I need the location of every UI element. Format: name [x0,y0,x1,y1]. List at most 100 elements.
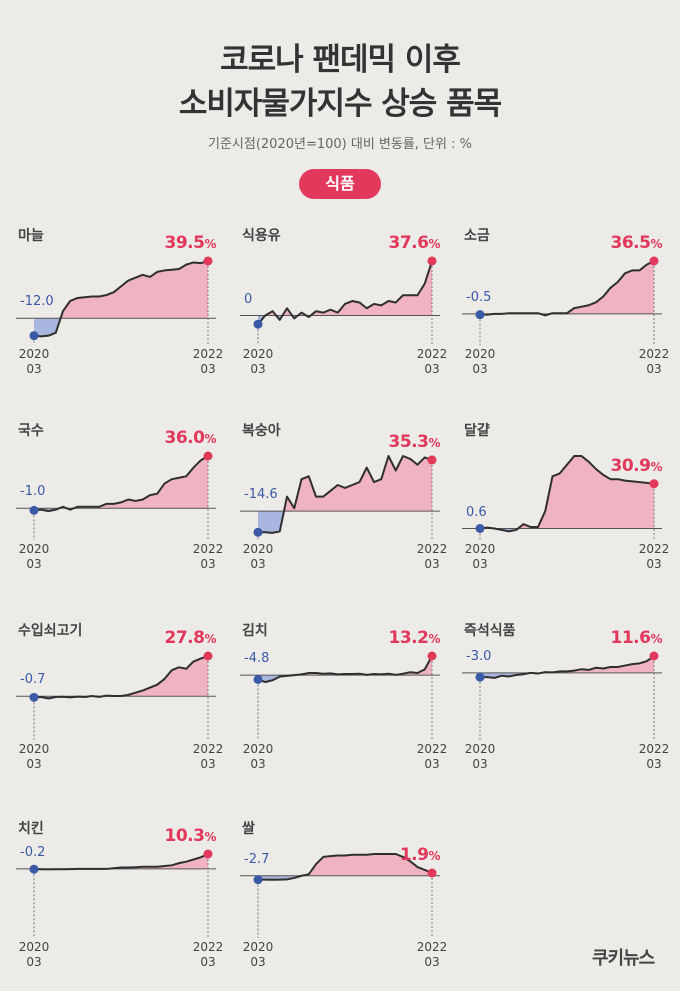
positive-area [541,656,654,673]
end-value-label: 37.6% [388,233,441,253]
start-value-label: -1.0 [20,484,46,500]
item-name: 국수 [18,423,44,439]
series-line [257,260,433,325]
positive-area [258,854,432,876]
end-date-label: 2022 03 [192,347,224,376]
end-date-label: 2022 03 [638,542,670,571]
end-value-number: 10.3 [164,826,205,846]
positive-area [34,854,208,869]
start-date-label: 2020 03 [18,742,50,771]
start-date-label: 2020 03 [242,940,274,969]
start-date-label: 2020 03 [464,542,496,571]
start-value-label: -3.0 [466,648,492,664]
series-line [258,455,433,534]
end-date-label: 2022 03 [192,940,224,969]
end-value-number: 37.6 [388,233,429,253]
end-value-label: 11.6% [610,628,663,648]
chart-panel: 치킨 10.3% -0.2 2020 03 2022 03 [16,818,226,983]
end-point [203,849,213,859]
end-value-number: 39.5 [164,233,205,253]
item-name: 즉석식품 [464,623,516,639]
chart-svg [16,651,216,740]
start-date-label: 2020 03 [18,940,50,969]
end-value-unit: % [650,459,662,474]
item-name: 복숭아 [242,423,281,439]
start-date-label: 2020 03 [18,542,50,571]
end-value-unit: % [650,632,662,646]
subtitle: 기준시점(2020년=100) 대비 변동률, 단위 : % [208,137,472,152]
start-point [253,674,263,684]
end-value-label: 13.2% [388,628,441,648]
series-line [479,455,655,533]
chart-panel: 국수 36.0% -1.0 2020 03 2022 03 [16,420,226,585]
end-value-unit: % [204,432,216,446]
end-value-number: 11.6 [610,628,651,648]
end-point [203,451,213,461]
item-name: 소금 [464,228,490,244]
series-line [33,455,209,513]
end-value-label: 39.5% [164,233,217,253]
chart-svg [240,256,440,345]
positive-area [294,656,432,676]
end-value-unit: % [204,237,216,251]
end-point [427,256,437,266]
end-value-unit: % [428,435,440,450]
end-value-label: 36.5% [610,233,663,253]
item-name: 수입쇠고기 [18,623,83,639]
chart-svg [462,651,662,740]
start-date-label: 2020 03 [242,347,274,376]
end-point [649,651,659,661]
start-point [475,310,485,320]
chart-svg [240,853,440,938]
item-name: 쌀 [242,821,255,837]
end-point [649,256,659,266]
chart-panel: 달걀 30.9% 0.6 2020 03 2022 03 [462,420,672,585]
start-value-label: -4.8 [244,651,270,667]
end-value-label: 35.3% [388,431,441,452]
start-value-label: 0.6 [466,504,487,520]
start-point [475,672,485,682]
end-value-label: 27.8% [165,628,217,648]
end-date-label: 2022 03 [638,742,670,771]
chart-panel: 쌀 1.9% -2.7 2020 03 2022 03 [240,818,450,983]
item-name: 마늘 [18,228,44,244]
positive-area [59,456,208,509]
negative-area [258,675,432,683]
start-date-label: 2020 03 [242,542,274,571]
end-value-unit: % [428,237,440,251]
start-point [29,331,39,341]
positive-area [283,456,432,512]
end-point [427,868,437,878]
start-value-label: -0.5 [466,289,492,305]
end-value-number: 13.2 [388,628,429,648]
end-point [427,651,437,661]
end-date-label: 2022 03 [416,742,448,771]
end-value-number: 36.5 [610,233,651,253]
start-point [253,319,263,329]
title-line-1: 코로나 팬데믹 이후 [220,42,461,78]
start-value-label: -0.2 [20,844,46,860]
chart-svg [462,256,662,345]
end-value-number: 1.9 [399,844,429,865]
chart-panel: 소금 36.5% -0.5 2020 03 2022 03 [462,225,672,390]
end-value-label: 10.3% [164,826,217,846]
positive-area [480,456,654,529]
chart-svg [16,849,216,938]
item-name: 식용유 [242,228,281,244]
end-value-unit: % [428,632,440,646]
publisher-logo: 쿠키뉴스 [592,948,655,969]
end-value-number: 30.9 [610,455,651,476]
end-value-number: 35.3 [388,431,429,452]
end-value-label: 1.9% [399,844,441,865]
title-line-2: 소비자물가지수 상승 품목 [178,86,502,122]
series-line [480,260,655,317]
chart-panel: 복숭아 35.3% -14.6 2020 03 2022 03 [240,420,450,585]
end-date-label: 2022 03 [638,347,670,376]
start-value-label: -12.0 [20,294,54,310]
end-date-label: 2022 03 [192,542,224,571]
series-line [33,655,209,700]
end-value-label: 36.0% [165,428,217,448]
end-point [649,479,659,489]
chart-panel: 즉석식품 11.6% -3.0 2020 03 2022 03 [462,620,672,785]
positive-area [480,261,654,314]
